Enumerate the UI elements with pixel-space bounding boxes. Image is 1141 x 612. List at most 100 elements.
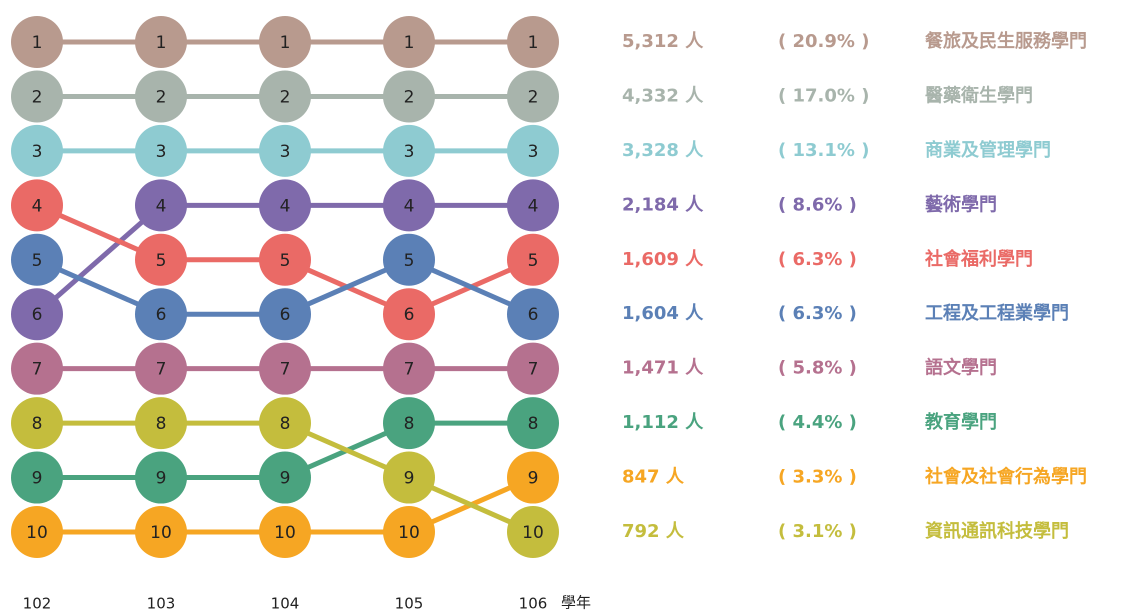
rank-dot xyxy=(259,288,311,341)
rank-dot xyxy=(11,70,63,123)
rank-dot xyxy=(11,233,63,286)
rank-label: 8 xyxy=(32,414,43,434)
rank-dot xyxy=(11,506,63,558)
count-label: 3,328 人 xyxy=(622,140,704,161)
rank-label: 7 xyxy=(404,360,415,380)
rank-label: 6 xyxy=(156,305,167,325)
rank-dot xyxy=(135,506,187,558)
rank-label: 4 xyxy=(156,196,167,216)
rank-dot xyxy=(11,451,63,504)
rank-label: 2 xyxy=(156,87,167,107)
rank-label: 3 xyxy=(528,142,539,162)
rank-dot xyxy=(507,451,559,504)
legend-name: 商業及管理學門 xyxy=(925,139,1051,161)
rank-label: 1 xyxy=(404,33,415,53)
rank-dot xyxy=(259,179,311,232)
rank-dot xyxy=(135,288,187,341)
share-label: ( 20.9% ) xyxy=(778,31,869,52)
rank-label: 2 xyxy=(280,87,291,107)
rank-dot xyxy=(135,342,187,395)
legend-name: 餐旅及民生服務學門 xyxy=(924,30,1087,52)
rank-dot xyxy=(507,179,559,232)
rank-dot xyxy=(135,16,187,68)
rank-dot xyxy=(383,288,435,341)
rank-label: 7 xyxy=(32,360,43,380)
share-label: ( 13.1% ) xyxy=(778,140,869,161)
rank-label: 9 xyxy=(528,469,539,489)
legend-name: 社會福利學門 xyxy=(925,248,1033,270)
rank-label: 6 xyxy=(404,305,415,325)
rank-dot xyxy=(383,70,435,123)
rank-dot xyxy=(259,124,311,177)
rank-dot xyxy=(11,288,63,341)
count-label: 4,332 人 xyxy=(622,85,704,106)
legend-name: 醫藥衛生學門 xyxy=(925,84,1033,106)
rank-dot xyxy=(135,179,187,232)
rank-dot xyxy=(383,506,435,558)
rank-label: 9 xyxy=(404,469,415,489)
rank-label: 5 xyxy=(280,251,291,271)
rank-dot xyxy=(383,233,435,286)
rank-label: 10 xyxy=(150,523,172,543)
rank-dot xyxy=(135,233,187,286)
rank-dot xyxy=(259,451,311,504)
rank-dot xyxy=(259,506,311,558)
legend-name: 工程及工程業學門 xyxy=(925,302,1069,324)
rank-label: 1 xyxy=(32,33,43,53)
rank-label: 4 xyxy=(528,196,539,216)
rank-dot xyxy=(11,179,63,232)
rank-dot xyxy=(507,288,559,341)
legend-name: 語文學門 xyxy=(925,357,997,379)
count-label: 5,312 人 xyxy=(622,31,704,52)
x-tick-label: 105 xyxy=(395,595,424,612)
rank-label: 8 xyxy=(404,414,415,434)
rank-label: 7 xyxy=(156,360,167,380)
rank-label: 9 xyxy=(280,469,291,489)
rank-label: 3 xyxy=(280,142,291,162)
rank-dot xyxy=(507,16,559,68)
rank-label: 8 xyxy=(528,414,539,434)
rank-label: 10 xyxy=(522,523,544,543)
rank-label: 3 xyxy=(404,142,415,162)
rank-dot xyxy=(259,342,311,395)
rank-label: 10 xyxy=(274,523,296,543)
rank-label: 1 xyxy=(156,33,167,53)
rank-dot xyxy=(383,451,435,504)
count-label: 847 人 xyxy=(622,467,685,488)
rank-dot xyxy=(507,506,559,558)
rank-label: 5 xyxy=(404,251,415,271)
rank-label: 2 xyxy=(32,87,43,107)
rank-label: 9 xyxy=(32,469,43,489)
rank-label: 8 xyxy=(156,414,167,434)
legend-name: 藝術學門 xyxy=(925,193,997,215)
rank-label: 4 xyxy=(404,196,415,216)
legend-name: 社會及社會行為學門 xyxy=(925,466,1087,488)
x-tick-label: 104 xyxy=(271,595,300,612)
rank-dot xyxy=(507,233,559,286)
count-label: 1,609 人 xyxy=(622,249,704,270)
share-label: ( 3.1% ) xyxy=(778,521,857,542)
x-tick-label: 102 xyxy=(23,595,52,612)
rank-label: 5 xyxy=(32,251,43,271)
legend-name: 資訊通訊科技學門 xyxy=(925,520,1069,542)
rank-dot xyxy=(383,179,435,232)
rank-label: 7 xyxy=(280,360,291,380)
x-tick-label: 103 xyxy=(147,595,176,612)
rank-dot xyxy=(383,124,435,177)
rank-label: 9 xyxy=(156,469,167,489)
rank-dot xyxy=(507,342,559,395)
rank-label: 4 xyxy=(280,196,291,216)
count-label: 1,471 人 xyxy=(622,358,704,379)
rank-label: 5 xyxy=(156,251,167,271)
count-label: 792 人 xyxy=(622,521,685,542)
rank-dot xyxy=(135,124,187,177)
rank-dot xyxy=(507,70,559,123)
rank-dot xyxy=(11,124,63,177)
rank-dot xyxy=(507,124,559,177)
rank-label: 3 xyxy=(32,142,43,162)
rank-dot xyxy=(507,397,559,450)
rank-dot xyxy=(135,451,187,504)
share-label: ( 5.8% ) xyxy=(778,358,857,379)
count-label: 1,604 人 xyxy=(622,303,704,324)
